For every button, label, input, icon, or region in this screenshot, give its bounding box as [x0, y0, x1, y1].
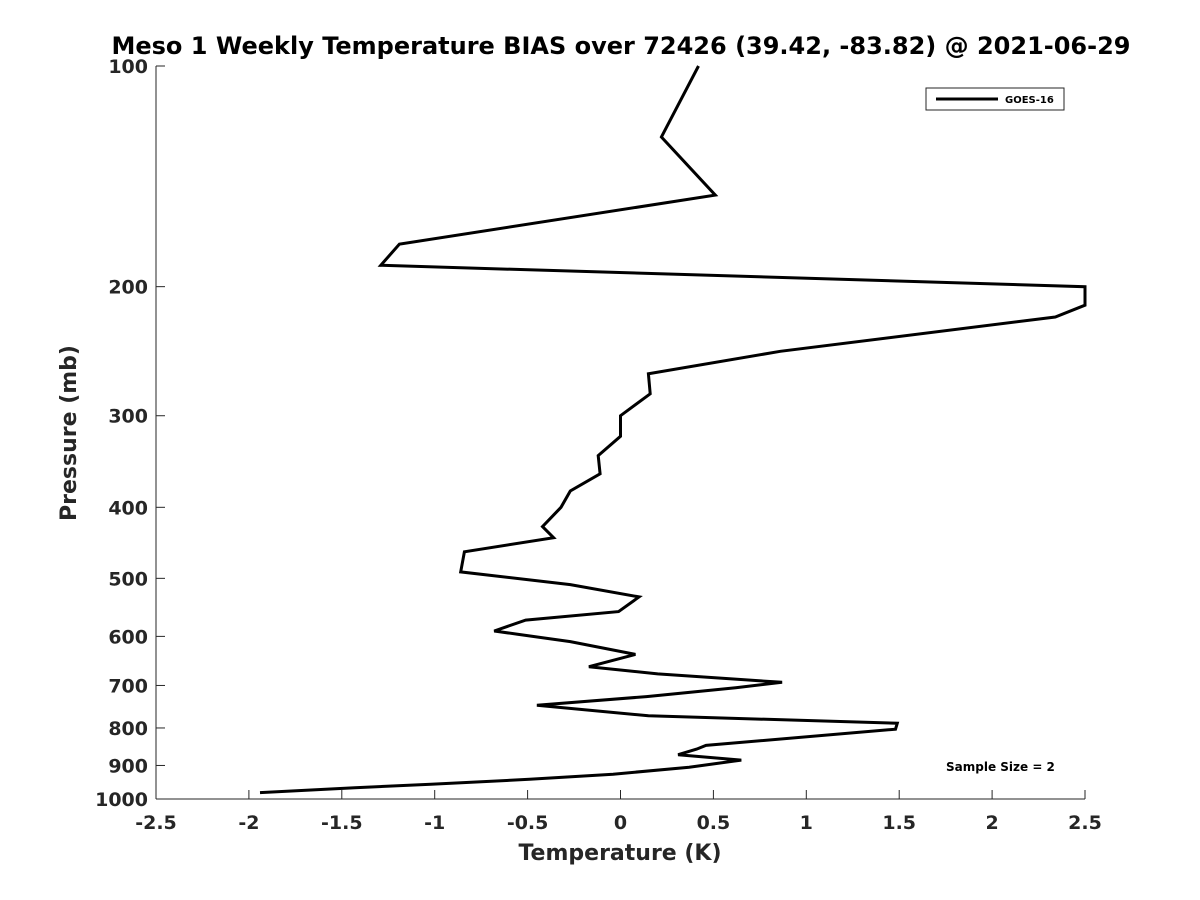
y-tick-label: 600 [108, 626, 148, 648]
legend-label-goes-16: GOES-16 [1005, 95, 1054, 106]
legend: GOES-16 [925, 87, 1065, 111]
x-ticks: -2.5 -2 -1.5 -1 -0.5 0 0.5 1 1.5 2 2.5 [135, 790, 1102, 834]
y-tick-label: 100 [108, 56, 148, 78]
x-tick-label: -1.5 [321, 812, 363, 834]
x-tick-label: 1 [800, 812, 813, 834]
x-axis-label: Temperature (K) [518, 841, 721, 866]
y-tick-label: 200 [108, 277, 148, 299]
y-ticks: 100 200 300 400 500 600 700 800 900 1000 [95, 56, 165, 811]
y-tick-label: 500 [108, 568, 148, 590]
y-tick-label: 900 [108, 755, 148, 777]
chart-title: Meso 1 Weekly Temperature BIAS over 7242… [111, 32, 1130, 60]
x-tick-label: -2 [238, 812, 259, 834]
x-tick-label: 2 [985, 812, 998, 834]
x-tick-label: -2.5 [135, 812, 177, 834]
y-tick-label: 800 [108, 718, 148, 740]
x-tick-label: -1 [424, 812, 445, 834]
x-tick-label: 1.5 [882, 812, 916, 834]
x-tick-label: 0.5 [697, 812, 731, 834]
sample-size-annotation: Sample Size = 2 [946, 760, 1055, 774]
series-line-goes-16 [259, 65, 1087, 795]
y-tick-label: 300 [108, 406, 148, 428]
y-tick-label: 700 [108, 675, 148, 697]
x-tick-label: -0.5 [507, 812, 549, 834]
y-tick-label: 400 [108, 497, 148, 519]
x-tick-label: 0 [614, 812, 627, 834]
y-tick-label: 1000 [95, 789, 148, 811]
y-axis-label: Pressure (mb) [57, 345, 82, 521]
x-tick-label: 2.5 [1068, 812, 1102, 834]
